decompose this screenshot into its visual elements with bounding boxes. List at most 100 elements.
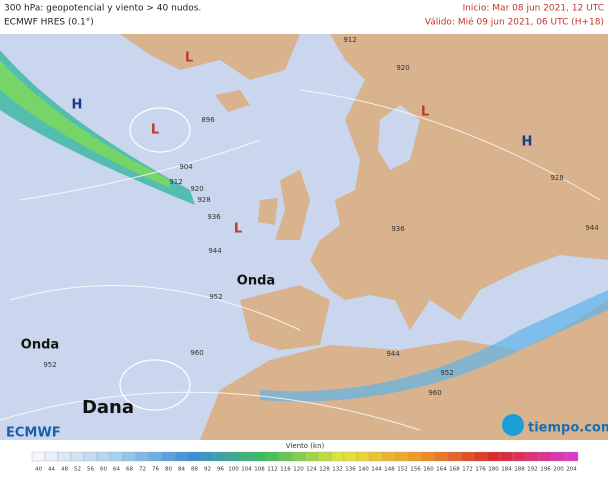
colorbar-swatch (551, 451, 566, 462)
contour-label: 944 (585, 224, 599, 232)
tiempo-logo: tiempo.com (528, 421, 608, 436)
colorbar-tick-label: 132 (332, 467, 343, 473)
colorbar-tick-label: 48 (61, 467, 68, 473)
colorbar-swatch (226, 451, 241, 462)
contour-label: 920 (396, 64, 409, 72)
colorbar-tick-label: 180 (488, 467, 499, 473)
colorbar-swatch (460, 451, 475, 462)
contour-label: 896 (201, 116, 215, 124)
colorbar-swatch (213, 451, 228, 462)
colorbar-tick-label: 188 (514, 467, 525, 473)
legend-title: Viento (kn) (286, 442, 325, 450)
valid-time: Válido: Mié 09 jun 2021, 06 UTC (H+18) (425, 17, 604, 28)
colorbar-swatch (330, 451, 345, 462)
contour-label: 936 (391, 225, 405, 233)
colorbar-tick-label: 152 (397, 467, 408, 473)
colorbar-swatch (200, 451, 215, 462)
colorbar-tick-label: 160 (423, 467, 434, 473)
colorbar-tick-label: 84 (178, 467, 185, 473)
colorbar-swatch (96, 451, 111, 462)
contour-label: 936 (207, 213, 221, 221)
contour-label: 920 (190, 185, 203, 193)
colorbar-tick-label: 140 (358, 467, 369, 473)
colorbar-tick-label: 116 (280, 467, 291, 473)
colorbar-swatch (83, 451, 98, 462)
colorbar-swatch (473, 451, 488, 462)
colorbar-tick-label: 172 (462, 467, 473, 473)
colorbar-tick-label: 92 (204, 467, 211, 473)
colorbar-tick-label: 44 (48, 467, 55, 473)
pressure-center: L (185, 51, 193, 66)
colorbar-swatch (135, 451, 150, 462)
colorbar-tick-label: 192 (527, 467, 538, 473)
colorbar-tick-label: 96 (217, 467, 224, 473)
colorbar-tick-label: 52 (74, 467, 81, 473)
colorbar-swatch (447, 451, 462, 462)
colorbar-tick-label: 200 (553, 467, 564, 473)
colorbar-tick-label: 88 (191, 467, 198, 473)
colorbar-tick-label: 80 (165, 467, 172, 473)
colorbar-tick-label: 128 (319, 467, 330, 473)
colorbar-tick-label: 168 (449, 467, 460, 473)
colorbar-tick-label: 184 (501, 467, 512, 473)
contour-label: 912 (343, 36, 356, 44)
colorbar-tick-label: 204 (566, 467, 577, 473)
colorbar-swatch (382, 451, 397, 462)
colorbar-swatch (148, 451, 163, 462)
colorbar-tick-label: 108 (254, 467, 265, 473)
colorbar-swatch (304, 451, 319, 462)
colorbar-tick-label: 100 (228, 467, 239, 473)
model-name: ECMWF HRES (0.1°) (4, 18, 94, 28)
colorbar-swatch (408, 451, 423, 462)
colorbar-swatch (538, 451, 553, 462)
contour-label: 928 (197, 196, 210, 204)
colorbar-swatch (291, 451, 306, 462)
contour-label: 912 (169, 178, 182, 186)
colorbar-tick-label: 120 (293, 467, 304, 473)
colorbar-tick-label: 76 (152, 467, 159, 473)
colorbar-tick-label: 156 (410, 467, 421, 473)
tiempo-icon (502, 414, 524, 436)
colorbar-tick-label: 72 (139, 467, 146, 473)
colorbar-tick-label: 56 (87, 467, 94, 473)
annotation: Onda (21, 338, 59, 353)
contour-label: 904 (179, 163, 193, 171)
colorbar-tick-label: 124 (306, 467, 317, 473)
colorbar-swatch (161, 451, 176, 462)
pressure-center: L (234, 222, 242, 237)
colorbar-tick-label: 112 (267, 467, 278, 473)
contour-label: 952 (43, 361, 56, 369)
colorbar-swatch (278, 451, 293, 462)
colorbar-swatch (499, 451, 514, 462)
contour-label: 944 (386, 350, 400, 358)
pressure-center: H (72, 98, 83, 113)
colorbar-tick-label: 104 (241, 467, 252, 473)
colorbar-swatch (525, 451, 540, 462)
ecmwf-logo: ECMWF (6, 426, 61, 441)
colorbar-tick-label: 196 (540, 467, 551, 473)
colorbar-swatch (369, 451, 384, 462)
map-title: 300 hPa: geopotencial y viento > 40 nudo… (4, 4, 201, 14)
annotation: Onda (237, 274, 275, 289)
colorbar-swatch (434, 451, 449, 462)
contour-label: 960 (190, 349, 203, 357)
colorbar-tick-label: 60 (100, 467, 107, 473)
pressure-center: H (522, 135, 533, 150)
colorbar-swatch (109, 451, 124, 462)
colorbar-swatch (564, 451, 579, 462)
colorbar-swatch (512, 451, 527, 462)
colorbar-swatch (44, 451, 59, 462)
colorbar-swatch (395, 451, 410, 462)
colorbar-swatch (486, 451, 501, 462)
colorbar-swatch (70, 451, 85, 462)
contour-label: 960 (428, 389, 441, 397)
colorbar-swatch (356, 451, 371, 462)
map (0, 34, 608, 440)
colorbar-swatch (122, 451, 137, 462)
colorbar-tick-label: 164 (436, 467, 447, 473)
colorbar-swatch (57, 451, 72, 462)
contour-label: 952 (440, 369, 453, 377)
colorbar-swatch (187, 451, 202, 462)
